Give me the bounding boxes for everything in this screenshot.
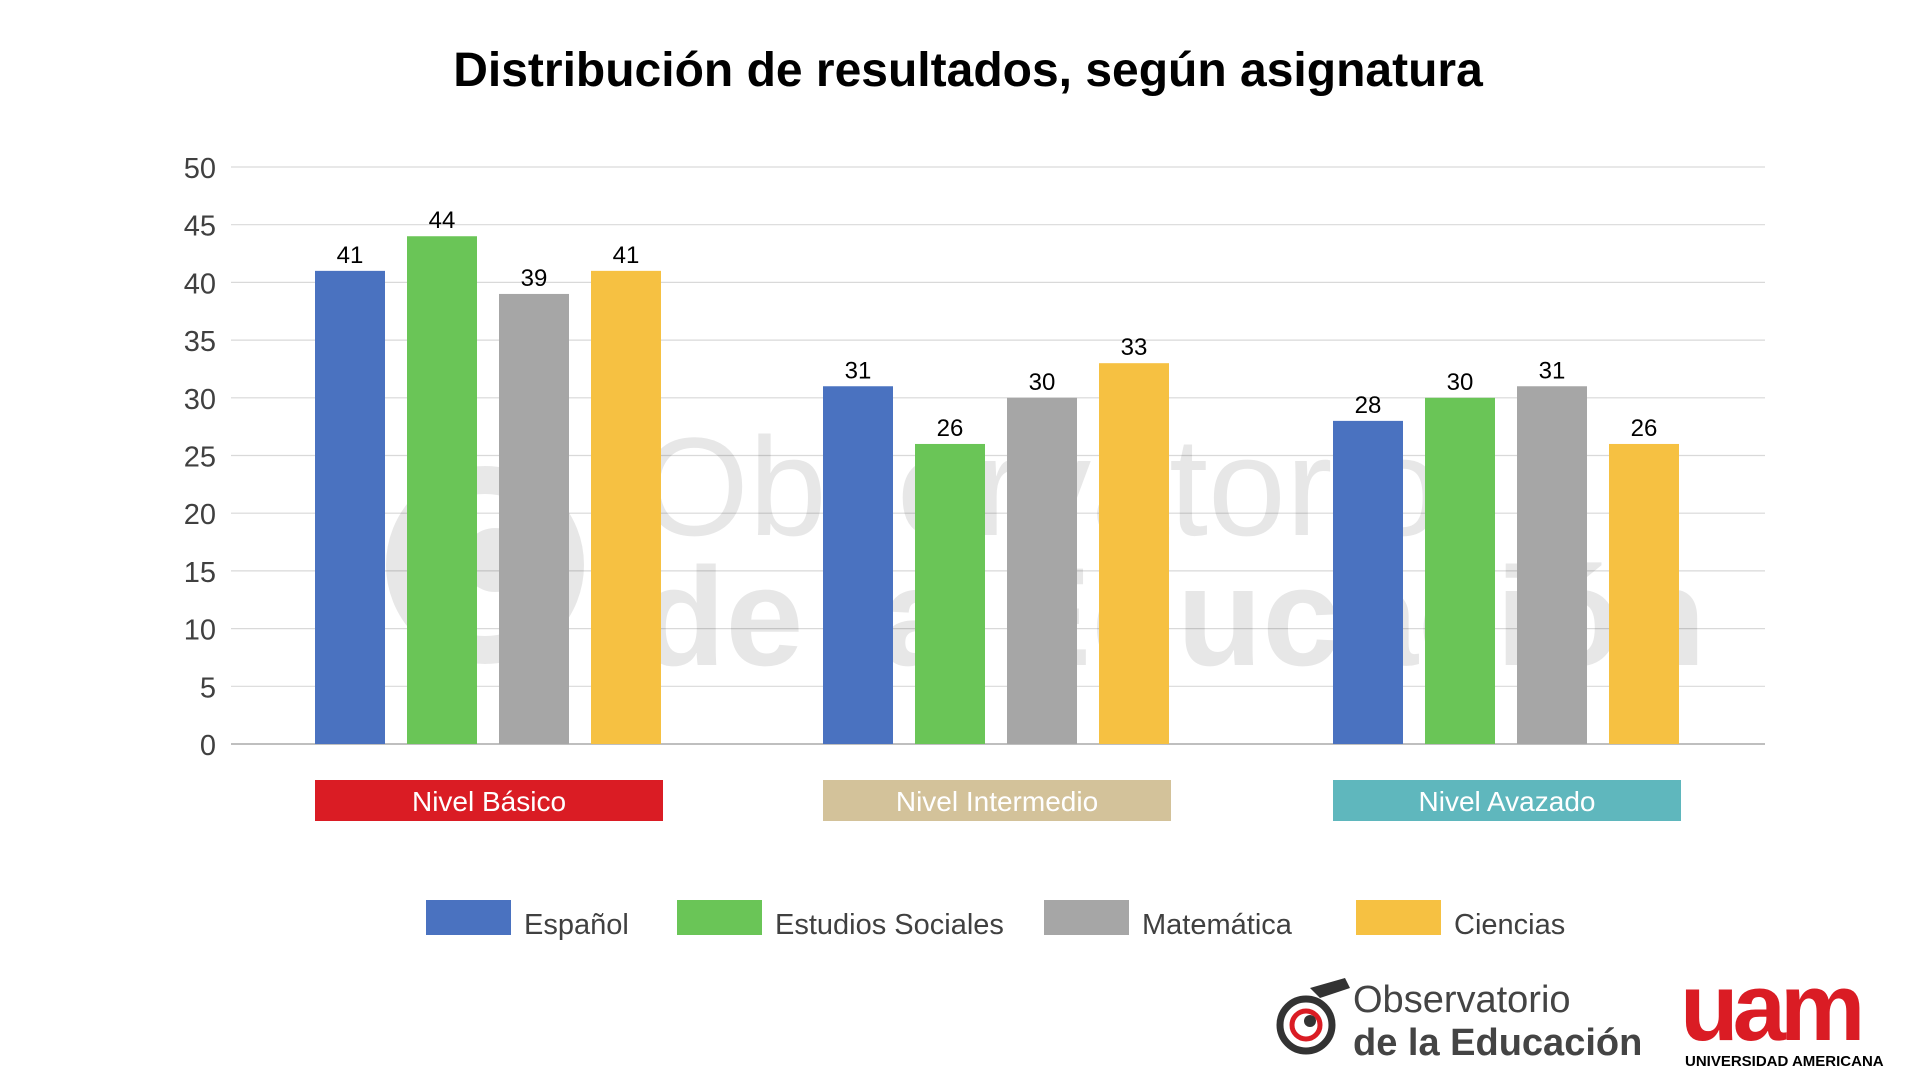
bar: [1333, 420, 1403, 744]
legend-swatch: [1356, 900, 1441, 935]
y-tick-label: 50: [184, 153, 216, 185]
observatorio-logo-ring: [1289, 1008, 1323, 1042]
data-label: 41: [613, 242, 640, 269]
data-label: 30: [1029, 369, 1056, 396]
bar: [1099, 363, 1169, 744]
bar: [407, 236, 477, 745]
y-tick-label: 0: [200, 730, 216, 762]
category-label-box: [823, 780, 1171, 821]
data-label: 41: [337, 242, 364, 269]
graduation-cap-icon: [1310, 978, 1350, 998]
category-label-box: [1333, 780, 1681, 821]
watermark-logo-icon: [386, 466, 584, 664]
y-tick-label: 15: [184, 557, 216, 589]
category-labels: Nivel Básico Nivel Intermedio Nivel Avazad…: [315, 780, 1681, 821]
y-tick-label: 40: [184, 268, 216, 300]
data-label: 28: [1355, 392, 1382, 419]
observatorio-logo: Observatorio de la Educación: [1276, 978, 1642, 1064]
observatorio-logo-line2: de la Educación: [1353, 1022, 1642, 1064]
data-label: 31: [1539, 357, 1566, 384]
x-tick-label: Nivel Básico: [412, 786, 566, 817]
bars: 41 44 39 41 31 26 30 33 28 30 31 26: [315, 207, 1679, 745]
data-label: 33: [1121, 334, 1148, 361]
legend-label: Matemática: [1142, 909, 1293, 941]
data-label: 31: [845, 357, 872, 384]
bar: [499, 293, 569, 744]
uam-logo-mark: uam: [1680, 954, 1860, 1061]
bar: [1425, 397, 1495, 744]
chart-title: Distribución de resultados, según asigna…: [453, 44, 1483, 97]
y-tick-label: 25: [184, 442, 216, 474]
uam-logo: uam UNIVERSIDAD AMERICANA: [1680, 954, 1884, 1070]
y-tick-label: 10: [184, 615, 216, 647]
legend-label: Estudios Sociales: [775, 909, 1004, 941]
bar: [915, 443, 985, 744]
category-label-box: [315, 780, 663, 821]
legend-label: Español: [524, 909, 629, 941]
bar: [1609, 443, 1679, 744]
bar: [1517, 386, 1587, 744]
data-label: 26: [1631, 415, 1658, 442]
bar: [591, 270, 661, 744]
y-tick-label: 5: [200, 672, 216, 704]
x-tick-label: Nivel Intermedio: [896, 786, 1098, 817]
observatorio-logo-line1: Observatorio: [1353, 979, 1571, 1021]
y-tick-label: 20: [184, 499, 216, 531]
gridlines: 0 5 10 15 20 25 30 35 40 45 50: [184, 153, 1765, 762]
data-label: 30: [1447, 369, 1474, 396]
uam-logo-caption: UNIVERSIDAD AMERICANA: [1685, 1053, 1884, 1070]
bar: [823, 386, 893, 744]
y-tick-label: 30: [184, 384, 216, 416]
legend-label: Ciencias: [1454, 909, 1565, 941]
data-label: 26: [937, 415, 964, 442]
x-tick-label: Nivel Avazado: [1419, 786, 1596, 817]
legend: Español Estudios Sociales Matemática Cienci…: [426, 900, 1565, 941]
data-label: 44: [429, 207, 456, 234]
data-label: 39: [521, 265, 548, 292]
observatorio-logo-icon: [1276, 995, 1336, 1055]
legend-swatch: [426, 900, 511, 935]
observatorio-logo-pupil: [1304, 1015, 1316, 1027]
y-tick-label: 45: [184, 211, 216, 243]
y-tick-label: 35: [184, 326, 216, 358]
bar: [1007, 397, 1077, 744]
bar: [315, 270, 385, 744]
legend-swatch: [1044, 900, 1129, 935]
legend-swatch: [677, 900, 762, 935]
